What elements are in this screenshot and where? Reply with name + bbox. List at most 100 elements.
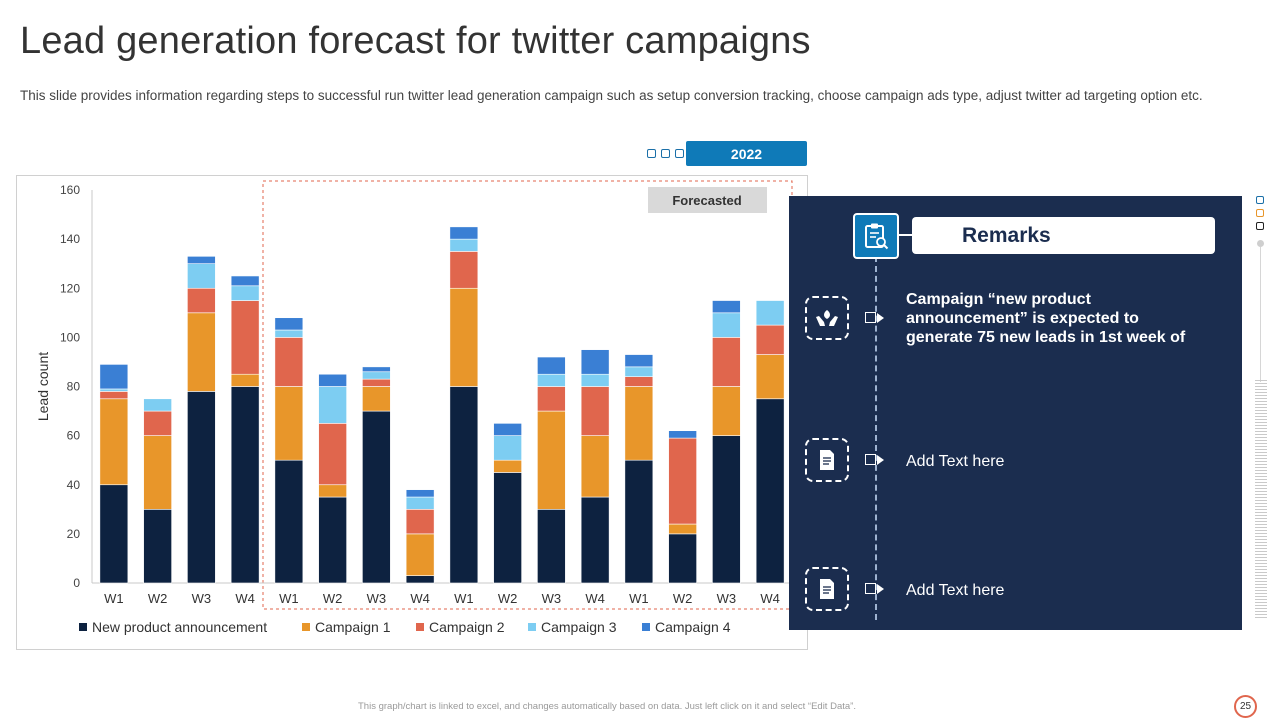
x-tick-label: W1: [279, 591, 299, 606]
bar-segment: [318, 386, 347, 424]
y-tick-label: 60: [67, 429, 81, 443]
x-tick-label: W4: [585, 591, 605, 606]
y-tick-label: 0: [73, 576, 80, 590]
legend-swatch: [416, 623, 424, 631]
bar-segment: [187, 287, 216, 314]
bar-segment: [274, 317, 304, 331]
lead-chart: Forecasted 0 20 40 60 80 100 120 140 160 Lead coun…: [16, 175, 808, 650]
year-pager: [647, 149, 684, 158]
bar-segment: [624, 376, 654, 387]
timeline-marker: [865, 453, 885, 467]
bar-segment: [230, 373, 260, 387]
bar-segment: [99, 391, 129, 400]
bar-segment: [537, 356, 566, 375]
bar-segment: [755, 300, 785, 326]
legend-swatch: [302, 623, 310, 631]
bar-segment: [318, 373, 347, 387]
bar-segment: [318, 423, 347, 486]
remark-text: Add Text here: [906, 582, 1005, 599]
slide-subtitle: This slide provides information regardin…: [20, 88, 1203, 103]
x-tick-label: W2: [323, 591, 343, 606]
legend-label: Campaign 2: [429, 619, 505, 635]
side-navigator: [1256, 196, 1264, 235]
legend-label: Campaign 1: [315, 619, 391, 635]
pager-dot[interactable]: [675, 149, 684, 158]
bar-segment: [712, 312, 741, 338]
x-tick-label: W4: [760, 591, 780, 606]
clipboard-search-icon: [853, 213, 899, 259]
bar-segment: [362, 378, 391, 387]
nav-square[interactable]: [1256, 196, 1264, 204]
timeline-marker: [865, 311, 885, 325]
side-slider-knob[interactable]: [1257, 240, 1264, 247]
bar-segment: [449, 287, 479, 387]
slide-title: Lead generation forecast for twitter cam…: [20, 20, 811, 62]
bar-segment: [755, 398, 785, 584]
bar-segment: [493, 435, 522, 461]
bar-segment: [362, 371, 391, 380]
bar-segment: [580, 435, 610, 498]
bar-segment: [274, 386, 304, 461]
bar-segment: [318, 484, 347, 498]
bar-segment: [230, 386, 260, 584]
y-tick-label: 40: [67, 478, 81, 492]
bar-segment: [755, 354, 785, 400]
bar-segment: [362, 366, 391, 373]
bar-segment: [405, 509, 435, 535]
legend-swatch: [528, 623, 536, 631]
bar-segment: [99, 364, 129, 390]
legend-swatch: [642, 623, 650, 631]
pager-dot[interactable]: [647, 149, 656, 158]
bar-segment: [143, 435, 172, 510]
bar-segment: [143, 509, 172, 584]
bar-segment: [668, 533, 697, 584]
connector-line: [899, 234, 913, 236]
y-tick-label: 160: [60, 183, 80, 197]
bar-segment: [230, 285, 260, 301]
remarks-panel: Remarks Campaign “new product announceme…: [789, 196, 1242, 630]
bar-segment: [405, 575, 435, 584]
y-tick-label: 140: [60, 232, 80, 246]
bar-segment: [187, 256, 216, 264]
bar-segment: [362, 410, 391, 584]
bar-segment: [230, 275, 260, 287]
bar-segment: [449, 226, 479, 240]
x-tick-label: W1: [454, 591, 474, 606]
legend-label: Campaign 3: [541, 619, 617, 635]
remark-text: Add Text here: [906, 453, 1005, 470]
year-tab[interactable]: 2022: [686, 141, 807, 166]
bar-segment: [537, 410, 566, 510]
bar-segment: [493, 423, 522, 436]
timeline-marker: [865, 582, 885, 596]
bar-segment: [274, 329, 304, 338]
side-scale: [1255, 380, 1267, 618]
bar-segment: [405, 533, 435, 576]
nav-square[interactable]: [1256, 209, 1264, 217]
bar-segment: [580, 349, 610, 375]
bar-segment: [187, 391, 216, 584]
x-tick-label: W2: [498, 591, 518, 606]
bar-segment: [712, 300, 741, 314]
y-tick-label: 100: [60, 330, 80, 344]
bar-segment: [405, 489, 435, 498]
side-slider-track: [1260, 247, 1261, 382]
page-number: 25: [1234, 695, 1257, 718]
footnote: This graph/chart is linked to excel, and…: [358, 701, 856, 712]
nav-square[interactable]: [1256, 222, 1264, 230]
bar-segment: [624, 386, 654, 461]
bar-segment: [668, 430, 697, 439]
x-tick-label: W4: [410, 591, 430, 606]
x-tick-label: W3: [717, 591, 737, 606]
bar-segment: [99, 398, 129, 486]
y-tick-label: 20: [67, 527, 81, 541]
pager-dot[interactable]: [661, 149, 670, 158]
stacked-bar-chart: Forecasted 0 20 40 60 80 100 120 140 160 Lead coun…: [35, 180, 793, 635]
y-axis-label: Lead count: [35, 352, 51, 421]
bar-segment: [580, 386, 610, 436]
bar-segment: [537, 373, 566, 387]
bar-segment: [449, 238, 479, 252]
hands-leaf-icon: [805, 296, 849, 340]
bar-segment: [187, 263, 216, 289]
forecast-region: [262, 180, 793, 610]
bar-segment: [362, 386, 391, 412]
